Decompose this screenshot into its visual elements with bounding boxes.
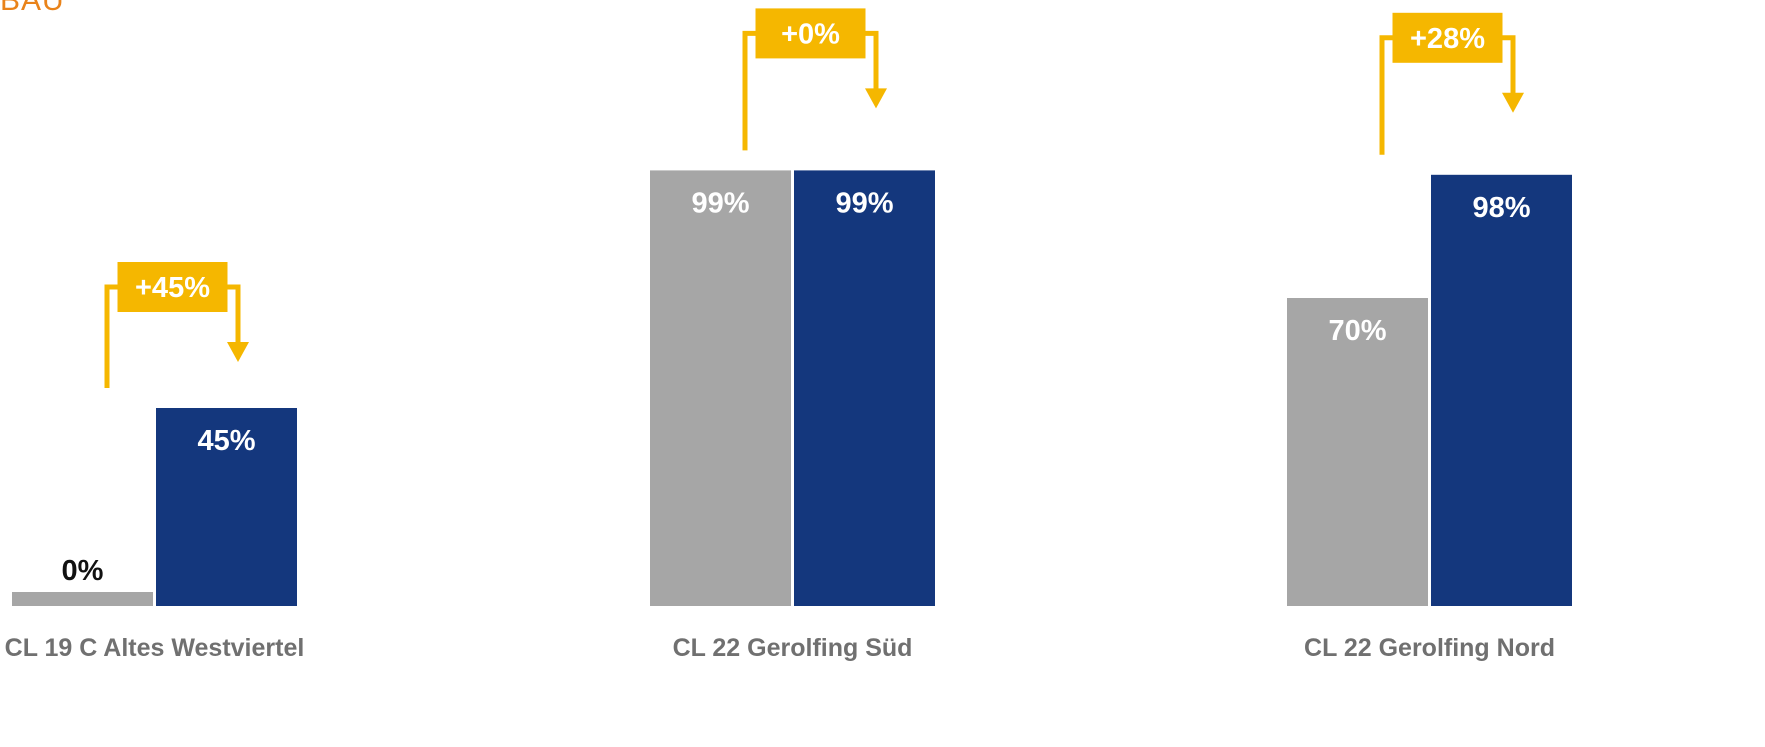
category-label-1: CL 22 Gerolfing Süd bbox=[673, 634, 913, 662]
delta-layer bbox=[104, 8, 1524, 388]
labels-layer: 0% 45% CL 19 C Altes Westviertel +45% 99% 99%… bbox=[5, 18, 1555, 662]
value-label-after-2: 98% bbox=[1472, 192, 1530, 224]
bar-after-1 bbox=[794, 170, 935, 606]
bar-before-2 bbox=[1287, 298, 1428, 606]
category-label-2: CL 22 Gerolfing Nord bbox=[1304, 634, 1555, 662]
value-label-after-0: 45% bbox=[197, 425, 255, 457]
delta-arrowhead-1 bbox=[865, 88, 887, 109]
delta-arrowhead-2 bbox=[1502, 92, 1524, 113]
delta-label-2: +28% bbox=[1410, 23, 1485, 55]
corner-title: BAU bbox=[0, 0, 65, 17]
delta-label-0: +45% bbox=[135, 272, 210, 304]
delta-badge-2 bbox=[1392, 12, 1503, 63]
value-label-before-2: 70% bbox=[1328, 315, 1386, 347]
value-label-after-1: 99% bbox=[835, 187, 893, 219]
value-label-before-0: 0% bbox=[62, 555, 104, 587]
bar-before-0 bbox=[12, 592, 153, 606]
delta-arrowhead-0 bbox=[227, 342, 249, 362]
bar-after-0 bbox=[156, 408, 297, 606]
value-label-before-1: 99% bbox=[691, 187, 749, 219]
delta-badge-0 bbox=[117, 262, 228, 312]
bar-after-2 bbox=[1431, 174, 1572, 607]
bar-before-1 bbox=[650, 170, 791, 606]
category-label-0: CL 19 C Altes Westviertel bbox=[5, 634, 305, 662]
delta-badge-1 bbox=[755, 8, 866, 59]
delta-label-1: +0% bbox=[781, 18, 840, 50]
bars-layer bbox=[12, 170, 1572, 607]
